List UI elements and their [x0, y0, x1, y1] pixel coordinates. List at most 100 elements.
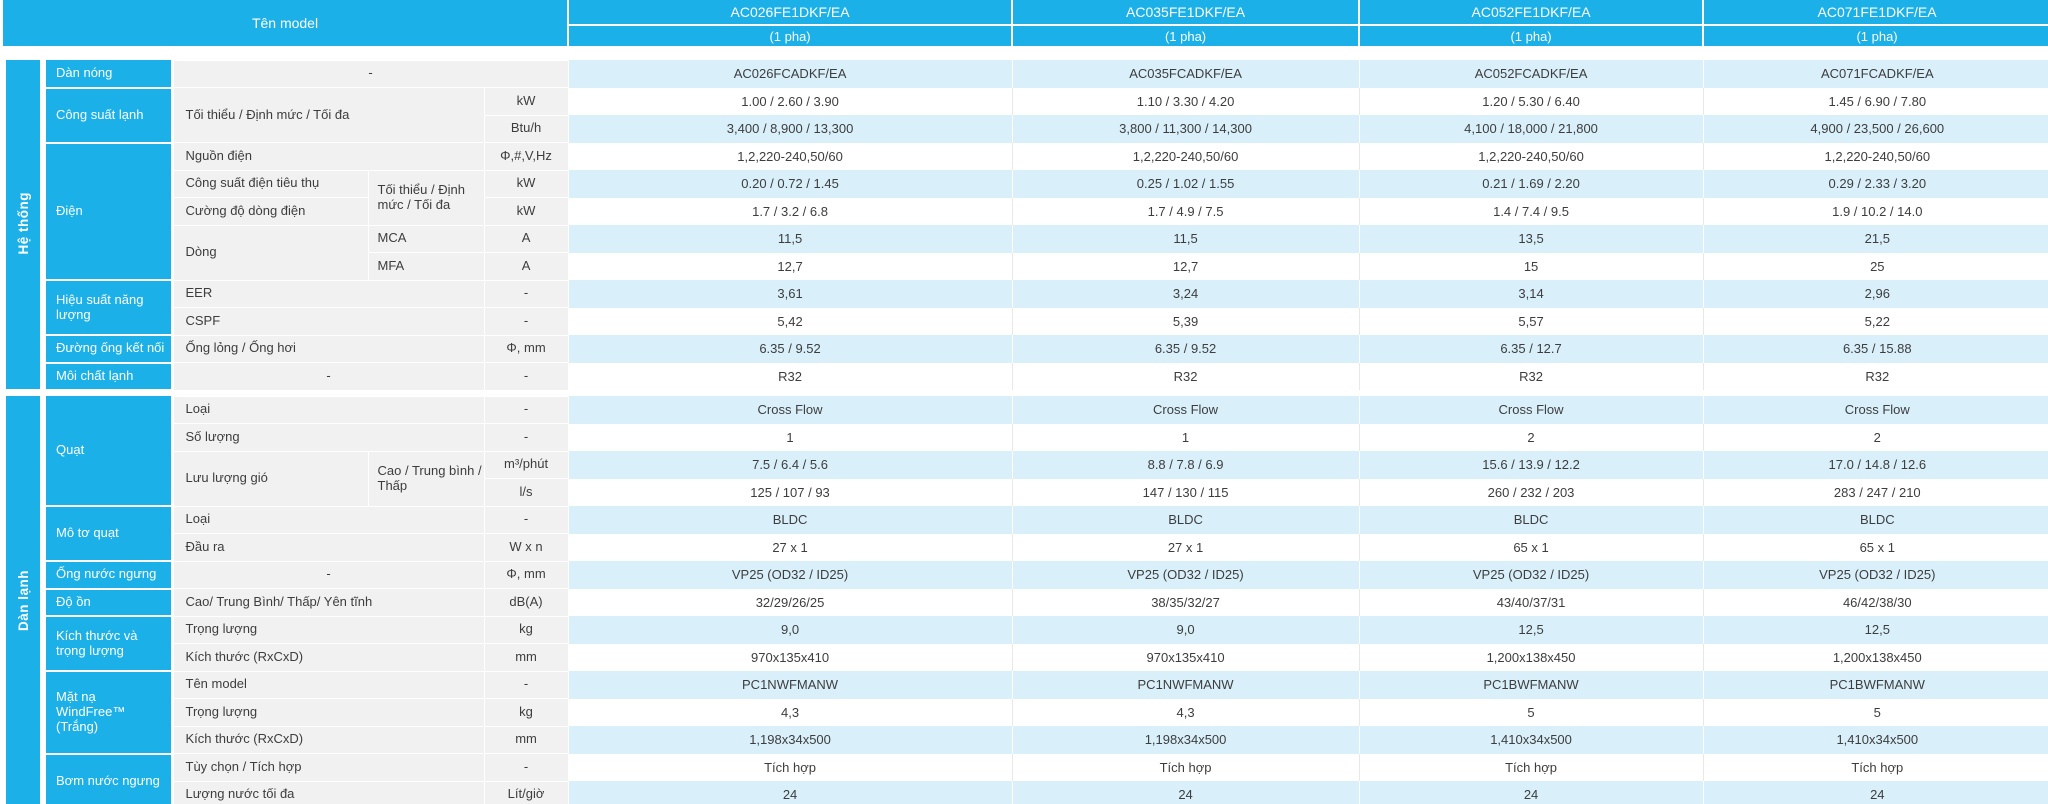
spec-value: 15.6 / 13.9 / 12.2 [1359, 451, 1704, 479]
spec-sublabel: Đầu ra [171, 533, 485, 562]
spec-value: R32 [1703, 362, 2048, 390]
spec-sublabel: Trọng lượng [171, 698, 485, 727]
spec-value: 3,24 [1012, 280, 1360, 308]
category-label: Điện [43, 142, 174, 281]
spec-sublabel: - [171, 362, 485, 391]
spec-value: 2 [1703, 423, 2048, 451]
spec-value: 5,22 [1703, 307, 2048, 335]
spec-value: 25 [1703, 252, 2048, 280]
unit-label: W x n [483, 533, 569, 562]
spec-value: 1,410x34x500 [1359, 726, 1704, 754]
model-header: AC071FE1DKF/EA [1703, 0, 2048, 26]
spec-value: 3,14 [1359, 280, 1704, 308]
spec-value: 5 [1359, 698, 1704, 726]
spec-value: VP25 (OD32 / ID25) [1359, 561, 1704, 589]
spec-sublabel: Dòng [171, 224, 369, 281]
spec-value: AC052FCADKF/EA [1359, 60, 1704, 88]
spec-value: 1.10 / 3.30 / 4.20 [1012, 87, 1360, 115]
spec-value: 13,5 [1359, 225, 1704, 253]
spec-value: 27 x 1 [568, 533, 1013, 561]
spec-value: 0.20 / 0.72 / 1.45 [568, 170, 1013, 198]
spec-value: 970x135x410 [568, 643, 1013, 671]
spec-value: Tích hợp [1703, 753, 2048, 781]
spec-value: Cross Flow [568, 396, 1013, 424]
unit-label: - [483, 395, 569, 424]
phase-header: (1 pha) [1012, 25, 1361, 46]
spec-value: VP25 (OD32 / ID25) [568, 561, 1013, 589]
category-label: Công suất lạnh [43, 87, 174, 144]
spec-value: 2,96 [1703, 280, 2048, 308]
spec-value: 5,57 [1359, 307, 1704, 335]
spec-value: 1,200x138x450 [1359, 643, 1704, 671]
unit-label: Btu/h [483, 114, 569, 143]
spec-sublabel: Lượng nước tối đa [171, 780, 485, 804]
spec-value: PC1BWFMANW [1703, 671, 2048, 699]
spec-value: 11,5 [1012, 225, 1360, 253]
spec-value: 7.5 / 6.4 / 5.6 [568, 451, 1013, 479]
spec-value: Cross Flow [1359, 396, 1704, 424]
spec-value: PC1NWFMANW [1012, 671, 1360, 699]
phase-header: (1 pha) [568, 25, 1014, 46]
spec-value: 38/35/32/27 [1012, 588, 1360, 616]
spec-value: R32 [568, 362, 1013, 390]
unit-label: dB(A) [483, 588, 569, 617]
spec-value: 1.7 / 4.9 / 7.5 [1012, 197, 1360, 225]
spec-value: 2 [1359, 423, 1704, 451]
spec-value: 1.7 / 3.2 / 6.8 [568, 197, 1013, 225]
spec-sublabel: Cao/ Trung Bình/ Thấp/ Yên tĩnh [171, 588, 485, 617]
spec-value: 1,2,220-240,50/60 [1703, 142, 2048, 170]
category-label: Môi chất lạnh [43, 362, 174, 391]
spec-sublabel: Công suất điện tiêu thụ [171, 169, 369, 198]
spec-value: 125 / 107 / 93 [568, 478, 1013, 506]
spec-value: 1,2,220-240,50/60 [1012, 142, 1360, 170]
unit-label: - [483, 279, 569, 308]
unit-label: mm [483, 643, 569, 672]
category-label: Ống nước ngưng [43, 561, 174, 590]
spec-value: 24 [1012, 781, 1360, 804]
spec-value: 6.35 / 9.52 [568, 335, 1013, 363]
spec-value: 260 / 232 / 203 [1359, 478, 1704, 506]
spec-value: 147 / 130 / 115 [1012, 478, 1360, 506]
spec-sublabel: Số lượng [171, 423, 485, 452]
category-label: Quạt [43, 396, 174, 507]
unit-label: A [483, 252, 569, 281]
spec-value: 4,3 [1012, 698, 1360, 726]
spec-value: 3,400 / 8,900 / 13,300 [568, 115, 1013, 143]
spec-sublabel: MFA [367, 252, 485, 281]
unit-label: kg [483, 698, 569, 727]
spec-value: 12,5 [1359, 616, 1704, 644]
unit-label: Φ, mm [483, 334, 569, 363]
spec-value: 4,900 / 23,500 / 26,600 [1703, 115, 2048, 143]
unit-label: l/s [483, 478, 569, 507]
spec-value: 1,198x34x500 [568, 726, 1013, 754]
category-label: Bơm nước ngưng [43, 753, 174, 804]
spec-value: 21,5 [1703, 225, 2048, 253]
spec-value: AC035FCADKF/EA [1012, 60, 1360, 88]
unit-label: - [483, 505, 569, 534]
spec-value: 1.45 / 6.90 / 7.80 [1703, 87, 2048, 115]
group-label-he-thong: Hệ thống [0, 60, 46, 391]
spec-value: BLDC [1359, 506, 1704, 534]
spec-value: 24 [1703, 781, 2048, 804]
spec-value: PC1BWFMANW [1359, 671, 1704, 699]
spec-sublabel: Cường độ dòng điện [171, 197, 369, 226]
spec-value: 17.0 / 14.8 / 12.6 [1703, 451, 2048, 479]
spec-value: 24 [1359, 781, 1704, 804]
spec-value: 0.21 / 1.69 / 2.20 [1359, 170, 1704, 198]
spec-value: 46/42/38/30 [1703, 588, 2048, 616]
spec-value: 4,100 / 18,000 / 21,800 [1359, 115, 1704, 143]
spec-value: PC1NWFMANW [568, 671, 1013, 699]
spec-value: 5,39 [1012, 307, 1360, 335]
spec-value: 1.4 / 7.4 / 9.5 [1359, 197, 1704, 225]
spec-value: 12,5 [1703, 616, 2048, 644]
category-label: Dàn nóng [43, 60, 174, 89]
category-label: Đường ống kết nối [43, 335, 174, 364]
spec-value: 5 [1703, 698, 2048, 726]
spec-sublabel: Ống lỏng / Ống hơi [171, 334, 485, 363]
spec-value: Cross Flow [1012, 396, 1360, 424]
spec-value: 1 [568, 423, 1013, 451]
spec-sublabel: EER [171, 279, 485, 308]
spec-value: AC026FCADKF/EA [568, 60, 1013, 88]
header-body-gap [3, 46, 2048, 60]
spec-value: R32 [1359, 362, 1704, 390]
